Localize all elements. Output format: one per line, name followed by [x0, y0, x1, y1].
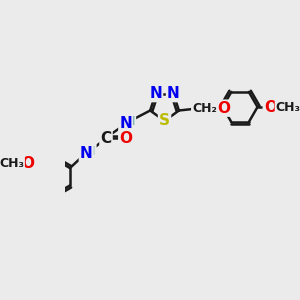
Text: C: C — [100, 131, 112, 146]
Text: N: N — [80, 146, 93, 161]
Text: N: N — [149, 86, 162, 101]
Text: N: N — [119, 116, 132, 131]
Text: CH₃: CH₃ — [0, 157, 24, 170]
Text: H: H — [85, 145, 96, 158]
Text: O: O — [119, 131, 132, 146]
Text: CH₃: CH₃ — [276, 100, 300, 113]
Text: O: O — [22, 156, 35, 171]
Text: N: N — [167, 86, 180, 101]
Text: O: O — [264, 100, 277, 115]
Text: H: H — [125, 115, 135, 128]
Text: S: S — [159, 113, 170, 128]
Text: CH₂: CH₂ — [192, 102, 217, 115]
Text: O: O — [218, 101, 231, 116]
